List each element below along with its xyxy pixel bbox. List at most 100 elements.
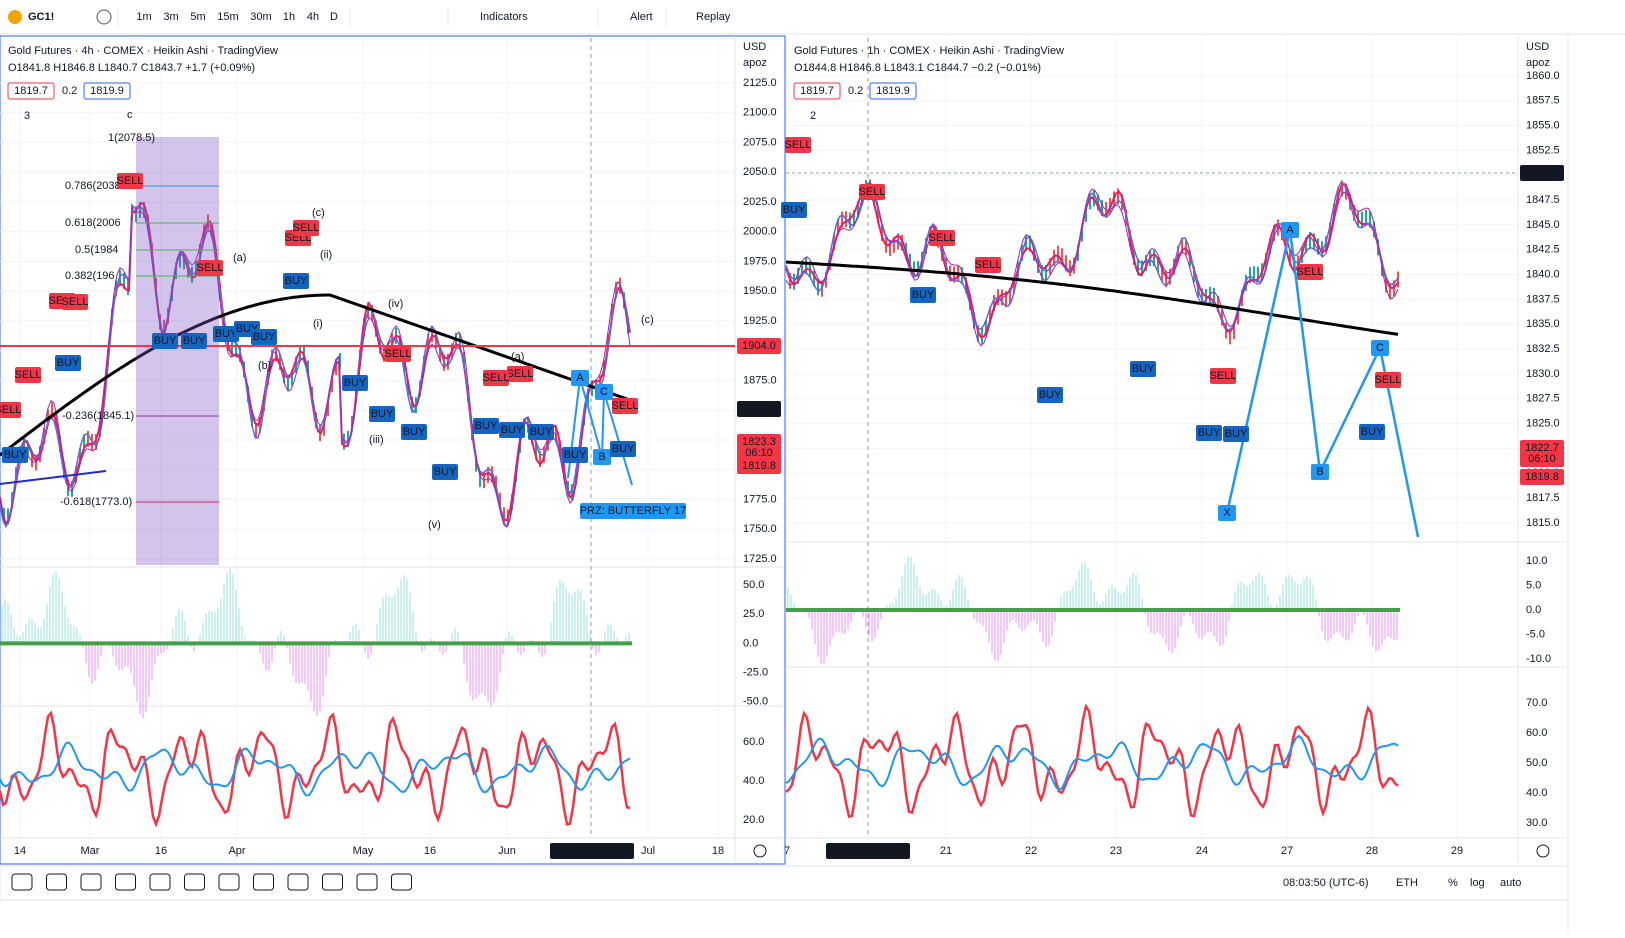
signal-label-bg	[385, 346, 411, 362]
signal-label-bg	[1297, 264, 1323, 280]
symbol[interactable]: GC1!	[28, 11, 54, 23]
currency-selector[interactable]: USD	[743, 41, 766, 53]
signal-label: SELL	[385, 348, 412, 360]
price-axis-label: 1837.5	[1526, 293, 1560, 305]
ask-price-bg[interactable]	[84, 83, 130, 99]
alert-button[interactable]: Alert	[630, 11, 653, 23]
signal-label-bg	[975, 257, 1001, 273]
signal-label: SELL	[785, 139, 812, 151]
signal-label-bg	[2, 447, 28, 463]
drawing-tool[interactable]	[391, 873, 412, 891]
crosshair-time-bg	[550, 843, 634, 859]
fib-zone	[136, 137, 219, 565]
interval-button[interactable]: 30m	[250, 11, 271, 23]
signal-label: BUY	[4, 449, 27, 461]
signal-label-bg	[562, 447, 588, 463]
signal-label: BUY	[1361, 426, 1384, 438]
interval-button[interactable]: 3m	[163, 11, 178, 23]
pattern-point-bg	[1371, 340, 1389, 356]
signal-label-bg	[251, 329, 277, 345]
signal-label: BUY	[612, 443, 635, 455]
drawing-tool[interactable]	[149, 873, 171, 891]
signal-label-bg	[612, 398, 638, 414]
oscillator-axis-label: 10.0	[1526, 555, 1547, 567]
replay-button[interactable]: Replay	[696, 11, 731, 23]
drawing-tool[interactable]	[218, 873, 240, 891]
bid-price-bg[interactable]	[794, 83, 840, 99]
oscillator-axis-label: 40.0	[743, 775, 764, 787]
pattern-point: B	[1316, 466, 1323, 478]
percent-toggle[interactable]: %	[1448, 877, 1458, 889]
drawing-tool[interactable]	[253, 873, 274, 891]
crosshair-time: 20 Jun '22 00:00	[827, 845, 908, 857]
signal-label-bg	[1210, 368, 1236, 384]
interval-button[interactable]: 15m	[217, 11, 238, 23]
interval-button[interactable]: 1m	[136, 11, 151, 23]
signal-label: BUY	[564, 449, 587, 461]
pattern-point: A	[1286, 224, 1294, 236]
signal-label: BUY	[1132, 363, 1155, 375]
moving-average	[785, 181, 1399, 332]
price-tag-bg	[737, 401, 781, 417]
interval-button[interactable]: 5m	[190, 11, 205, 23]
drawing-tool[interactable]	[80, 873, 102, 891]
currency-selector[interactable]: USD	[1526, 41, 1549, 53]
signal-label: BUY	[1198, 427, 1221, 439]
oscillator-axis-label: -10.0	[1526, 653, 1551, 665]
indicator-count[interactable]: 2	[810, 110, 816, 122]
time-axis-label: 22	[1025, 845, 1037, 857]
oscillator-axis-label: -25.0	[743, 667, 768, 679]
signal-label-bg	[369, 406, 395, 422]
oscillator-axis-label: 0.0	[743, 637, 758, 649]
indicators-button[interactable]: Indicators	[480, 11, 528, 23]
ask-price: 1819.9	[90, 85, 124, 97]
price-axis-label: 1835.0	[1526, 318, 1560, 330]
interval-button[interactable]: 4h	[307, 11, 319, 23]
signal-label: BUY	[501, 424, 524, 436]
drawing-tool[interactable]	[11, 873, 33, 891]
log-toggle[interactable]: log	[1470, 877, 1485, 889]
drawing-tool[interactable]	[184, 873, 205, 891]
pattern-point: B	[598, 451, 605, 463]
interval-button[interactable]: 1h	[283, 11, 295, 23]
time-axis-label: Mar	[81, 845, 100, 857]
time-axis-label: 21	[940, 845, 952, 857]
signal-label: BUY	[912, 289, 935, 301]
price-tag: 1904.0	[742, 340, 776, 352]
wave-label: 0.5(1984	[75, 244, 118, 256]
session[interactable]: ETH	[1396, 877, 1418, 889]
drawing-tool[interactable]	[287, 873, 309, 891]
ask-price-bg[interactable]	[870, 83, 916, 99]
signal-label-bg	[483, 370, 509, 386]
time-axis-label: Apr	[228, 845, 245, 857]
price-axis-label: 1842.5	[1526, 244, 1560, 256]
interval-button[interactable]: D	[330, 11, 338, 23]
oscillator-axis-label: 60.0	[743, 736, 764, 748]
time-axis-label: Jul	[641, 845, 655, 857]
time-axis-label: May	[353, 845, 374, 857]
price-axis-label: 1817.5	[1526, 492, 1560, 504]
settings-button[interactable]	[753, 844, 767, 858]
oscillator-axis-label: 70.0	[1526, 697, 1547, 709]
drawing-tool[interactable]	[356, 873, 378, 891]
drawing-tool[interactable]	[115, 873, 136, 891]
indicator-count[interactable]: 3	[24, 110, 30, 122]
chart-title: Gold Futures · 1h · COMEX · Heikin Ashi …	[794, 45, 1064, 57]
add-symbol[interactable]	[96, 9, 112, 25]
prz-label: PRZ: BUTTERFLY 17	[580, 505, 687, 517]
signal-label-bg	[213, 326, 239, 342]
drawing-tool[interactable]	[46, 873, 67, 891]
time-axis-label: 16	[424, 845, 436, 857]
signal-label: SELL	[117, 175, 144, 187]
price-axis-label: 1825.0	[1526, 418, 1560, 430]
moving-average	[0, 205, 631, 528]
settings-button[interactable]	[1536, 844, 1550, 858]
price-axis-label: 2125.0	[743, 77, 777, 89]
auto-toggle[interactable]: auto	[1500, 877, 1521, 889]
signal-label-bg	[528, 424, 554, 440]
wave-label: -0.618(1773.0)	[60, 496, 132, 508]
price-axis-label: 2000.0	[743, 226, 777, 238]
drawing-tool[interactable]	[322, 873, 343, 891]
bid-price-bg[interactable]	[8, 83, 54, 99]
bid-border	[793, 82, 841, 100]
